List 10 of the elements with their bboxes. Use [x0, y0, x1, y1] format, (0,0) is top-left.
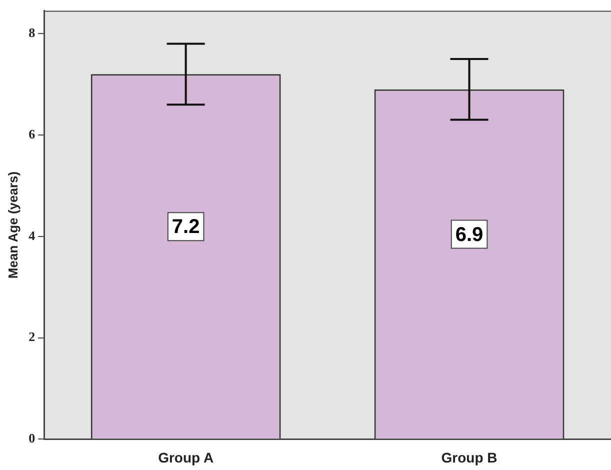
y-tick-label: 4 — [28, 228, 36, 243]
y-axis-title: Mean Age (years) — [5, 171, 20, 279]
data-label: 7.2 — [172, 216, 200, 238]
y-tick-label: 0 — [28, 430, 36, 446]
x-tick-label: Group A — [158, 449, 214, 466]
x-tick-label: Group B — [441, 449, 498, 466]
y-tick-label: 6 — [28, 126, 36, 142]
y-tick-label: 2 — [28, 329, 36, 344]
y-tick-label: 8 — [28, 24, 36, 40]
data-label: 6.9 — [455, 224, 484, 246]
